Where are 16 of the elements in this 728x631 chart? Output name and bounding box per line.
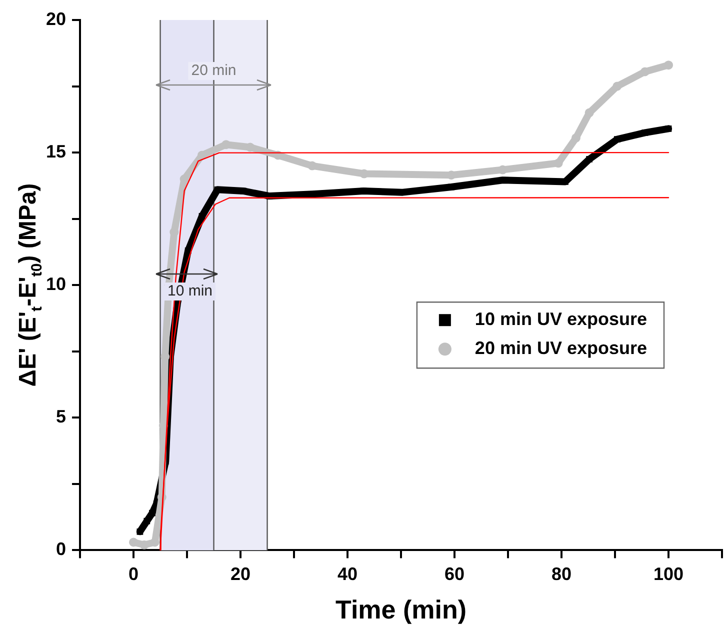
annotation: 20 min (191, 62, 236, 80)
x-tick-label: 80 (551, 564, 572, 584)
x-tick-label: 100 (653, 564, 684, 584)
x-tick-label: 0 (128, 564, 139, 584)
legend-label: 10 min UV exposure (474, 309, 648, 330)
y-tick-label: 5 (56, 406, 66, 427)
legend-label: 20 min UV exposure (474, 338, 648, 358)
x-axis-title: Time (min) (336, 594, 467, 625)
x-tick-label: 20 (230, 564, 251, 584)
x-tick-label: 40 (337, 564, 358, 584)
y-tick-label: 15 (46, 142, 66, 162)
annotation: 10 min (168, 282, 213, 300)
x-tick-label: 60 (444, 564, 465, 584)
y-tick-label: 20 (46, 8, 66, 29)
y-tick-label: 10 (46, 274, 66, 294)
y-tick-label: 0 (56, 539, 66, 560)
